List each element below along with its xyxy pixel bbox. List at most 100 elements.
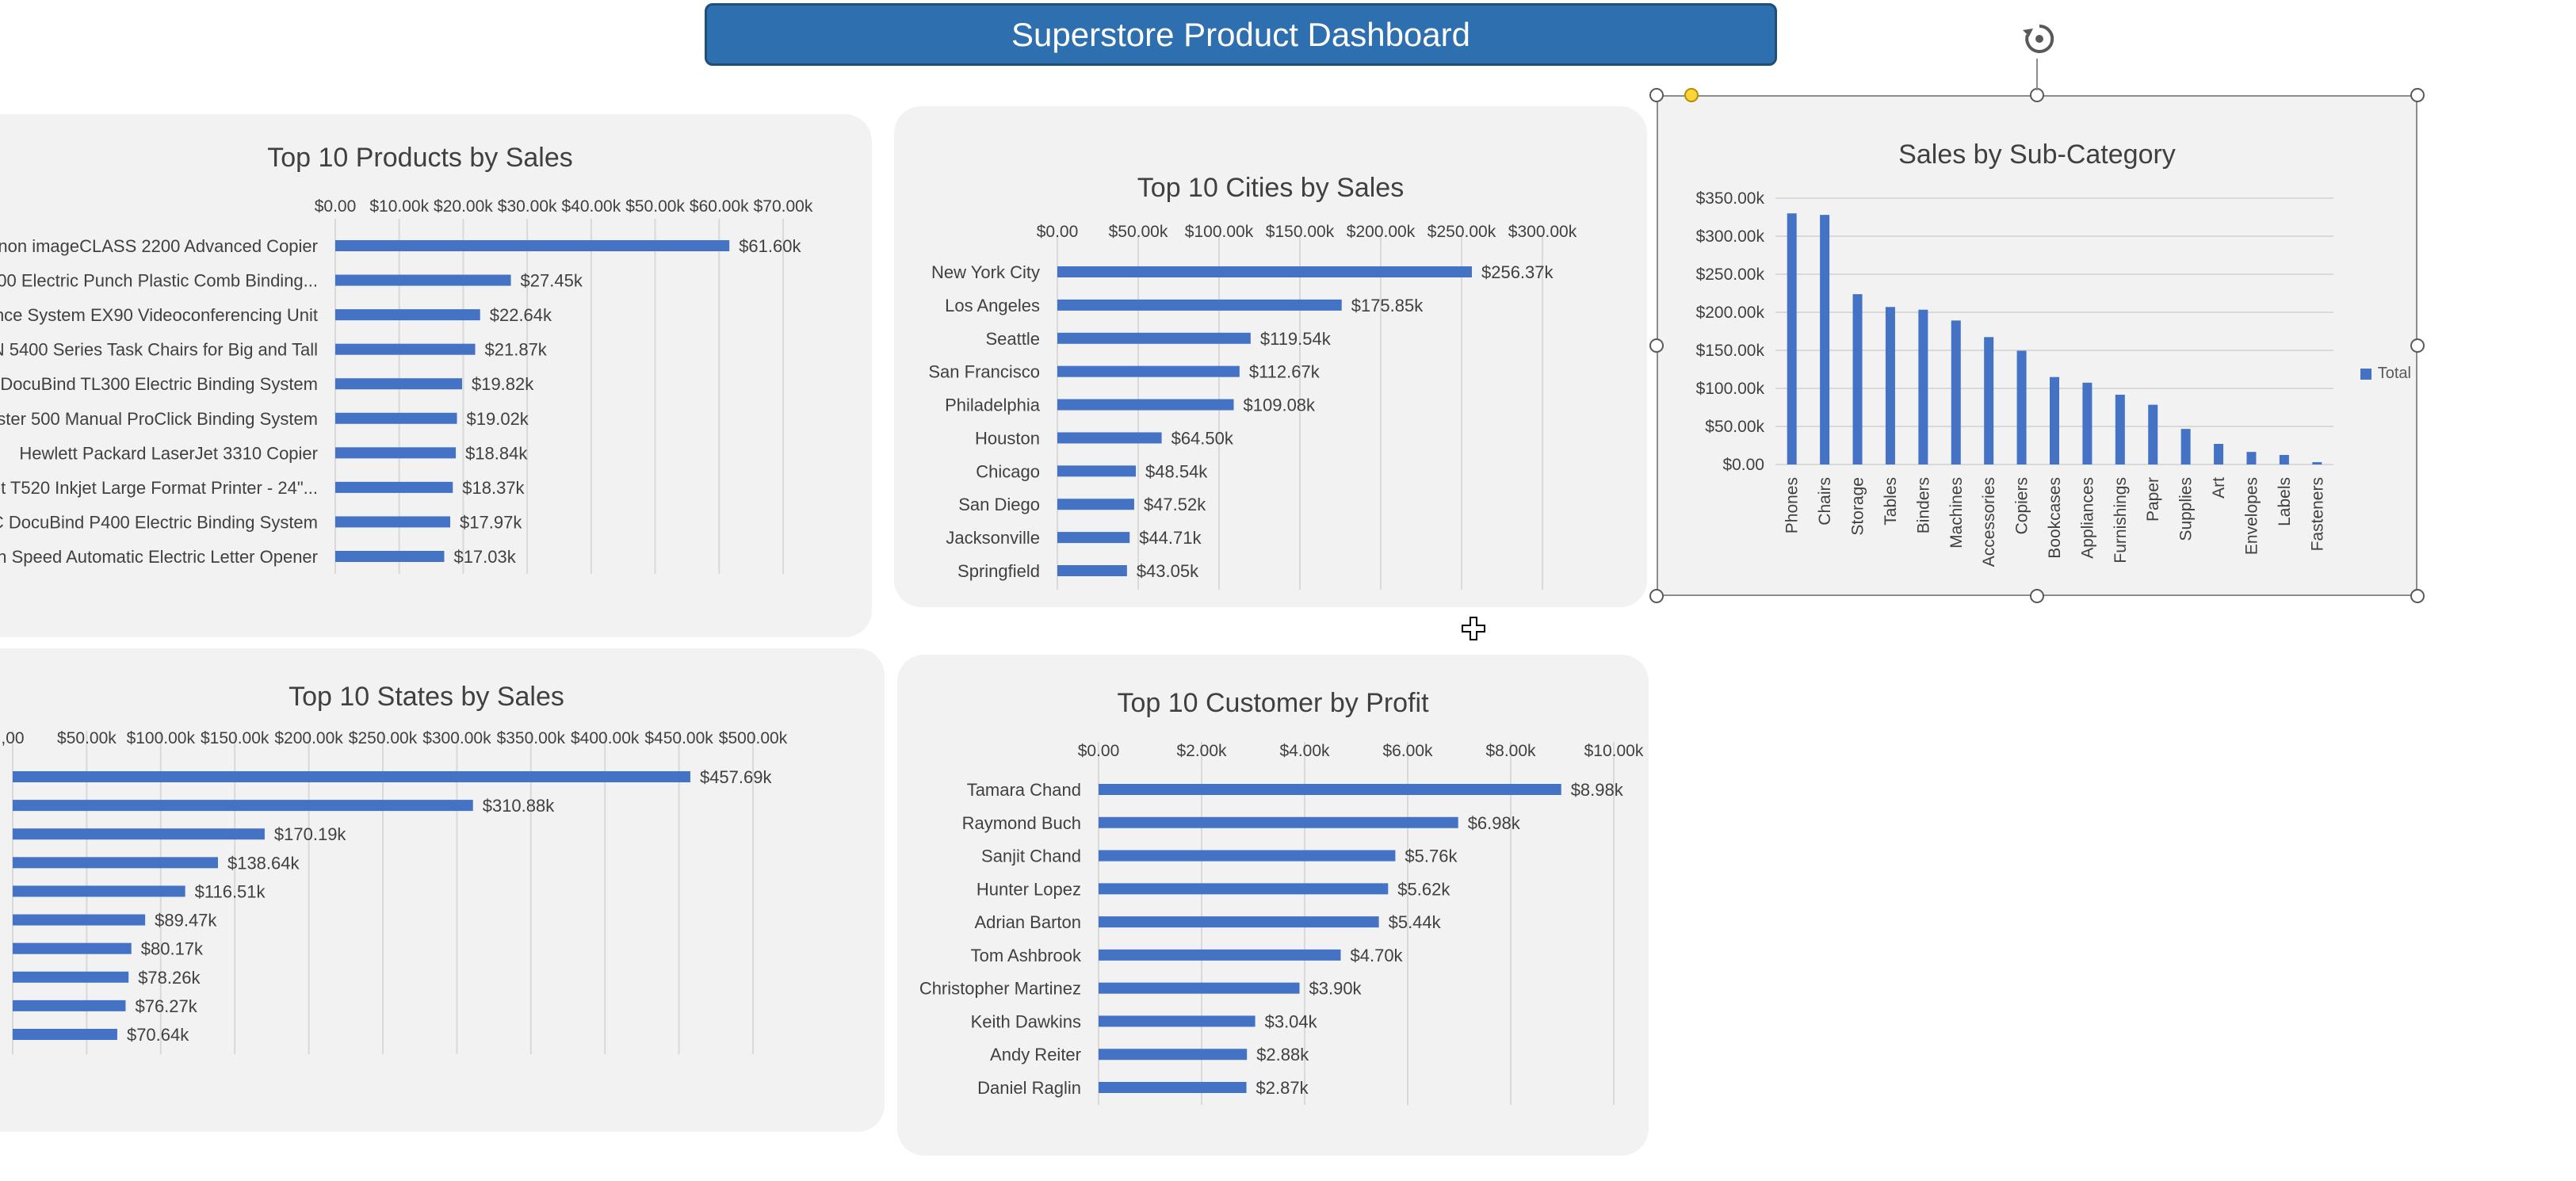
data-label: $78.26k [138,968,201,988]
data-label: $18.37k [462,478,525,498]
resize-handle-left[interactable] [1649,338,1664,353]
category-label: Houston [975,428,1040,448]
category-label: Springfield [957,561,1040,581]
x-tick-label: $70.00k [754,197,813,216]
data-label: $3.90k [1309,979,1363,999]
rotate-handle-icon[interactable] [2020,19,2059,59]
category-label: Copiers [2013,477,2031,534]
data-label: $4.70k [1351,946,1404,965]
x-tick-label: $50.00k [57,729,117,747]
bar [13,857,218,869]
data-label: $457.69k [700,767,773,787]
resize-handle-bottom-left[interactable] [1649,589,1664,603]
category-label: Raymond Buch [962,813,1081,833]
category-label: jet T520 Inkjet Large Format Printer - 2… [0,478,318,498]
category-label: N 5400 Series Task Chairs for Big and Ta… [0,340,318,360]
data-label: $3.04k [1265,1011,1318,1031]
resize-handle-top-left[interactable] [1649,88,1664,102]
bar [1984,337,1994,464]
bar [13,800,473,812]
chart-title: Top 10 States by Sales [289,682,564,712]
x-tick-label: $200.00k [1347,223,1416,241]
chart-top-cities[interactable]: Top 10 Cities by Sales $0.00 $50.00k $100.… [894,106,1647,607]
chart-legend[interactable]: Total [2360,365,2411,383]
chart-sales-by-subcategory[interactable]: Sales by Sub-Category $0.00 $50.00k $100.0… [1657,95,2417,596]
x-tick-label: $0.00 [1037,223,1079,241]
bar [13,1029,117,1040]
y-tick-label: $300.00k [1696,227,1765,246]
category-label: Furnishings [2112,477,2130,564]
adjust-handle[interactable] [1684,88,1699,102]
data-label: $22.64k [490,305,552,325]
chart-top-states[interactable]: Top 10 States by Sales ,00 $50.00k $100.00… [0,648,885,1132]
bar [335,343,476,355]
bar [13,971,129,983]
bar [1057,365,1240,377]
bar [2180,429,2191,464]
y-tick-label: $250.00k [1696,266,1765,284]
chart-plot-products: $0.00 $10.00k $20.00k $30.00k $40.00k $50.00k… [0,197,813,574]
x-tick-label: $4.00k [1279,742,1330,760]
bar [1918,309,1928,464]
x-tick-label: $400.00k [571,729,640,747]
category-label: Canon imageCLASS 2200 Advanced Copier [0,236,318,256]
bar [2214,443,2224,464]
category-label: Fasteners [2308,477,2326,551]
bar [1099,916,1379,928]
chart-title: Sales by Sub-Category [1898,140,2176,170]
bar [335,240,730,251]
data-label: $17.97k [460,512,522,532]
y-tick-label: $0.00 [1722,456,1764,474]
resize-handle-bottom[interactable] [2030,589,2044,603]
category-label: C DocuBind P400 Electric Binding System [0,512,318,532]
data-label: $21.87k [485,340,548,360]
category-label: Art [2210,477,2228,499]
x-tick-label: $150.00k [1266,223,1335,241]
bar [335,378,462,390]
dashboard-title[interactable]: Superstore Product Dashboard [705,3,1777,66]
category-label: Chicago [976,461,1040,481]
bar [1057,565,1127,576]
bar [1099,784,1561,795]
category-label: Christopher Martinez [919,979,1081,999]
data-label: $76.27k [135,996,197,1016]
category-label: n Speed Automatic Electric Letter Opener [0,547,318,567]
chart-top-products[interactable]: Top 10 Products by Sales $0.00 $10.00k $20… [0,114,872,637]
resize-handle-bottom-right[interactable] [2410,589,2425,603]
y-tick-label: $50.00k [1705,418,1764,436]
resize-handle-right[interactable] [2410,338,2425,353]
data-label: $109.08k [1244,396,1317,415]
data-label: $116.51k [195,881,266,901]
data-label: $61.60k [739,236,801,256]
data-label: $5.44k [1389,912,1442,932]
category-label: Jacksonville [946,528,1040,548]
data-label: $6.98k [1468,813,1521,833]
x-tick-label: $350.00k [497,729,566,747]
rotate-handle-stem [2036,59,2038,90]
x-tick-label: $30.00k [498,197,557,216]
x-tick-label: $200.00k [274,729,343,747]
bar [1057,332,1251,344]
x-tick-label: $50.00k [625,197,685,216]
bar [1820,215,1830,464]
chart-plot-subcategory: $0.00 $50.00k $100.00k $150.00k $200.00k $250… [1696,189,2333,567]
bar [13,999,126,1011]
bar [13,914,146,926]
category-label: Sanjit Chand [981,847,1081,866]
category-label: 3500 Electric Punch Plastic Comb Binding… [0,271,318,291]
x-tick-label: $10.00k [369,197,429,216]
x-tick-label: $60.00k [690,197,749,216]
x-tick-label: $0.00 [1078,742,1120,760]
chart-top-customers[interactable]: Top 10 Customer by Profit $0.00 $2.00k $4.… [897,655,1649,1156]
category-label: Envelopes [2242,477,2261,555]
bar [1099,1015,1256,1027]
category-label: Philadelphia [945,396,1041,415]
category-label: Phones [1783,477,1802,533]
data-label: $19.82k [472,374,534,394]
bar [1057,299,1342,311]
category-label: Machines [1947,477,1966,548]
bar [1057,532,1130,544]
bar [1099,850,1396,862]
resize-handle-top-right[interactable] [2410,88,2425,102]
data-label: $18.84k [465,443,528,463]
